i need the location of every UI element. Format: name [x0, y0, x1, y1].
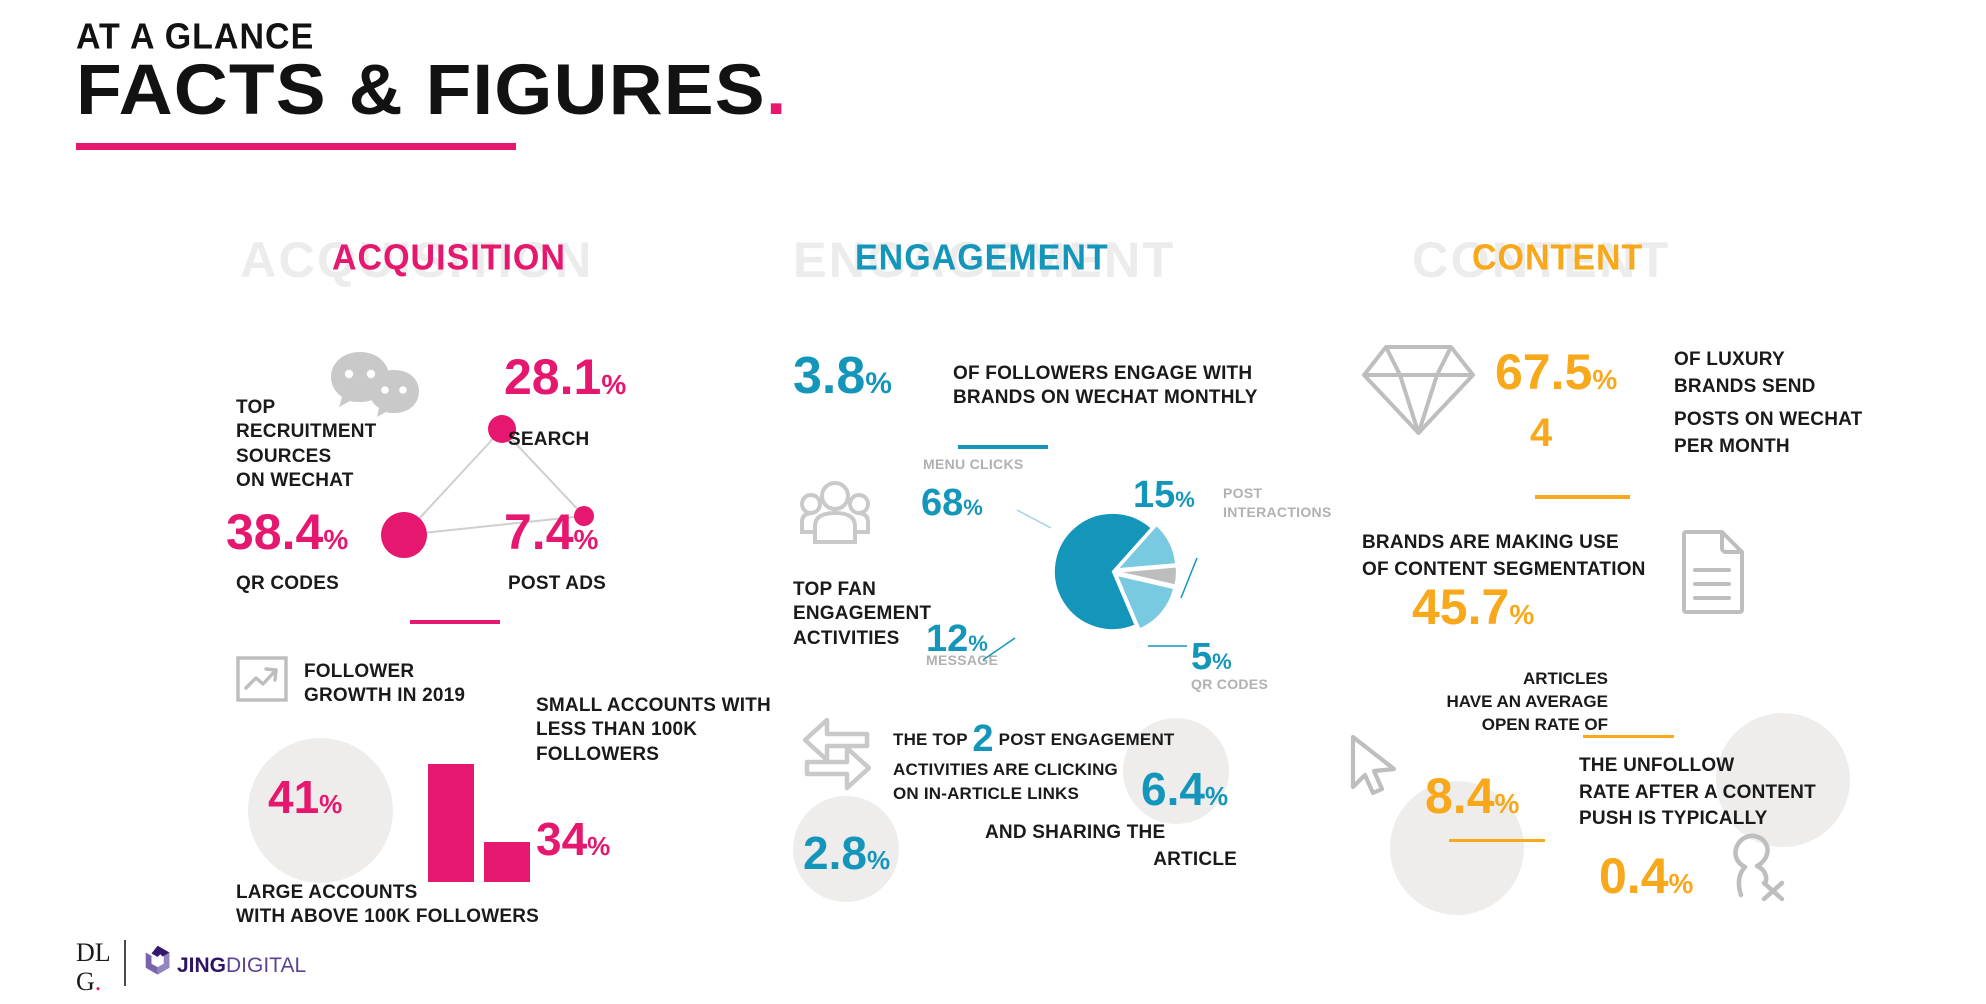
- svg-text:JINGDIGITAL: JINGDIGITAL: [177, 954, 306, 977]
